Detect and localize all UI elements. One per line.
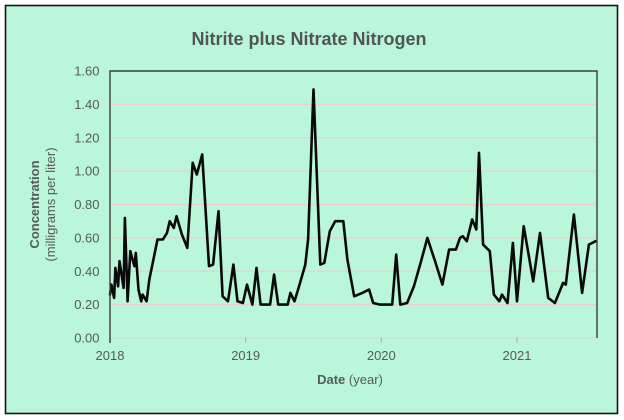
y-axis-tick-label: 1.20 — [74, 130, 99, 145]
y-axis-title-bold: Concentration — [27, 160, 42, 248]
x-axis-tick-label: 2019 — [231, 348, 260, 363]
x-axis-tick-label: 2021 — [503, 348, 532, 363]
plot-frame — [109, 70, 598, 343]
y-axis-title: Concentration — [27, 160, 42, 248]
x-axis-tick-labels: 2018 2019 2020 2021 — [96, 348, 532, 363]
x-axis-title: Date (year) — [317, 372, 383, 387]
y-axis-tick-label: 0.80 — [74, 197, 99, 212]
y-axis-tick-label: 0.60 — [74, 230, 99, 245]
y-axis-tick-labels: 0.00 0.20 0.40 0.60 0.80 1.00 1.20 1.40 1.60 — [74, 64, 99, 346]
y-axis-tick-label: 1.00 — [74, 164, 99, 179]
x-axis-title-unit: (year) — [349, 372, 383, 387]
x-axis-tick-label: 2020 — [367, 348, 396, 363]
x-axis-title-bold: Date — [317, 372, 345, 387]
y-axis-tick-label: 0.40 — [74, 264, 99, 279]
y-axis-tick-label: 0.00 — [74, 331, 99, 346]
x-axis-tick-label: 2018 — [96, 348, 125, 363]
chart-background — [4, 4, 619, 415]
y-axis-tick-label: 1.60 — [74, 64, 99, 79]
chart-title: Nitrite plus Nitrate Nitrogen — [191, 29, 426, 49]
y-axis-tick-label: 0.20 — [74, 297, 99, 312]
y-axis-title-unit: (milligrams per liter) — [43, 147, 58, 261]
y-axis-tick-label: 1.40 — [74, 97, 99, 112]
data-line — [108, 88, 597, 306]
